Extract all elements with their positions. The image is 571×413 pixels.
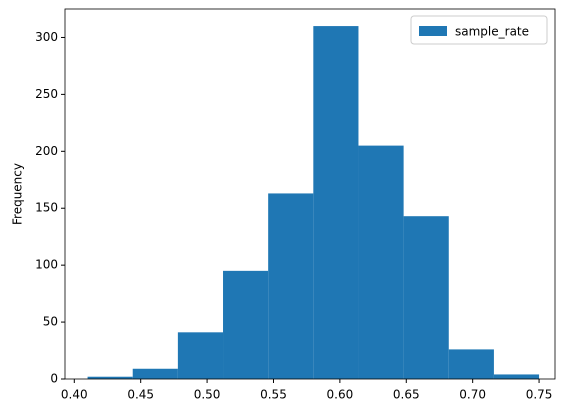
bar <box>313 26 359 379</box>
x-tick-label: 0.50 <box>194 388 221 402</box>
y-tick-label: 250 <box>35 87 58 101</box>
x-tick-label: 0.60 <box>327 388 354 402</box>
bar <box>223 270 269 379</box>
bar <box>268 193 314 379</box>
legend-label: sample_rate <box>455 25 529 39</box>
y-tick-label: 100 <box>35 258 58 272</box>
x-tick-label: 0.75 <box>526 388 553 402</box>
y-tick-label: 150 <box>35 201 58 215</box>
bar <box>358 145 404 379</box>
x-tick-label: 0.65 <box>393 388 420 402</box>
y-tick-label: 50 <box>43 315 58 329</box>
x-tick-label: 0.45 <box>127 388 154 402</box>
x-tick-label: 0.40 <box>61 388 88 402</box>
bar <box>132 368 178 379</box>
bar <box>87 376 133 379</box>
x-tick-label: 0.70 <box>459 388 486 402</box>
bar <box>177 332 224 379</box>
bar <box>493 374 540 379</box>
y-tick-label: 0 <box>50 372 58 386</box>
y-tick-label: 200 <box>35 144 58 158</box>
x-tick-label: 0.55 <box>260 388 287 402</box>
legend-swatch <box>419 26 447 36</box>
plot-frame <box>64 8 556 380</box>
bar <box>403 216 449 379</box>
legend-frame <box>410 15 548 45</box>
y-axis-label: Frequency <box>11 163 25 225</box>
bar <box>448 349 494 379</box>
legend: sample_rate <box>410 15 548 45</box>
y-tick-label: 300 <box>35 30 58 44</box>
